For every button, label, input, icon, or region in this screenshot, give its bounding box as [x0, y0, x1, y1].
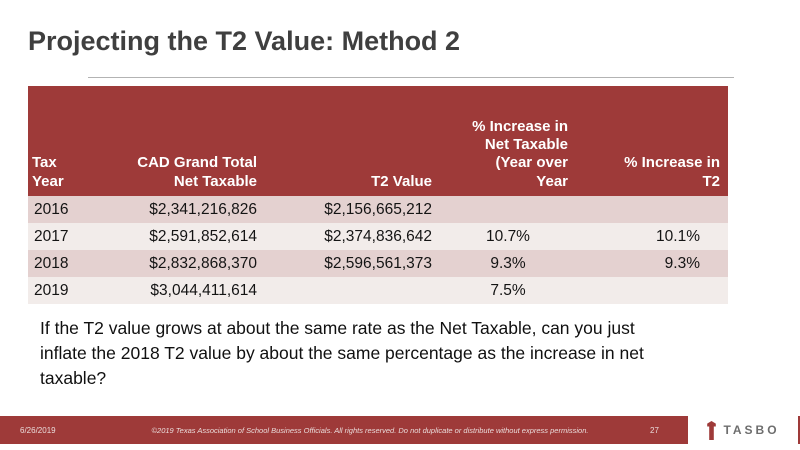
table-row: 2017 $2,591,852,614 $2,374,836,642 10.7%…	[28, 223, 728, 250]
body-paragraph: If the T2 value grows at about the same …	[40, 318, 644, 388]
table-cell: 7.5%	[440, 277, 576, 304]
footer-bar	[0, 416, 800, 444]
table-cell	[265, 277, 440, 304]
table-cell	[576, 196, 728, 223]
slide-title: Projecting the T2 Value: Method 2	[28, 26, 461, 56]
table-row: 2019 $3,044,411,614 7.5%	[28, 277, 728, 304]
table-cell	[440, 196, 576, 223]
table-cell: $2,156,665,212	[265, 196, 440, 223]
table-cell: $2,591,852,614	[90, 223, 265, 250]
title-divider	[88, 77, 734, 78]
table-cell: 2018	[28, 250, 90, 277]
tasbo-logo: TASBO	[688, 415, 798, 445]
table-cell	[576, 277, 728, 304]
column-header-t2-value: T2 Value	[265, 86, 440, 196]
table-cell: $2,374,836,642	[265, 223, 440, 250]
column-header-net-taxable: CAD Grand Total Net Taxable	[90, 86, 265, 196]
column-header-pct-increase-t2: % Increase in T2	[576, 86, 728, 196]
table-row: 2016 $2,341,216,826 $2,156,665,212	[28, 196, 728, 223]
data-table: Tax Year CAD Grand Total Net Taxable T2 …	[28, 86, 728, 304]
column-header-pct-increase-net-taxable: % Increase in Net Taxable (Year over Yea…	[440, 86, 576, 196]
table-row: 2018 $2,832,868,370 $2,596,561,373 9.3% …	[28, 250, 728, 277]
footer-date: 6/26/2019	[20, 426, 56, 435]
table-cell: 9.3%	[576, 250, 728, 277]
table-cell: 2019	[28, 277, 90, 304]
table-cell: 2016	[28, 196, 90, 223]
table-cell: $2,596,561,373	[265, 250, 440, 277]
logo-letters: TASBO	[723, 423, 780, 437]
table-cell: 2017	[28, 223, 90, 250]
column-header-tax-year: Tax Year	[28, 86, 90, 196]
table-cell: 10.1%	[576, 223, 728, 250]
table-cell: $3,044,411,614	[90, 277, 265, 304]
table-cell: 9.3%	[440, 250, 576, 277]
table-cell: $2,832,868,370	[90, 250, 265, 277]
slide-number: 27	[650, 426, 659, 435]
table-cell: 10.7%	[440, 223, 576, 250]
table-cell: $2,341,216,826	[90, 196, 265, 223]
tower-icon	[706, 420, 717, 440]
footer-copyright: ©2019 Texas Association of School Busine…	[151, 426, 589, 435]
table-header-row: Tax Year CAD Grand Total Net Taxable T2 …	[28, 86, 728, 196]
